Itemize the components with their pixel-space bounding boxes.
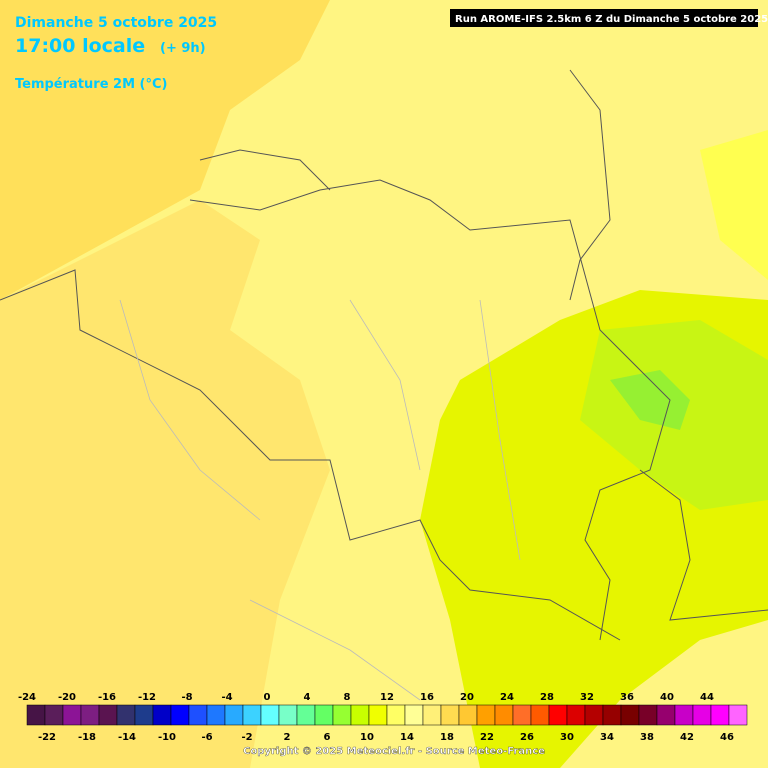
legend-swatch (278, 704, 298, 726)
legend-label: -8 (181, 692, 192, 703)
legend-label: 0 (264, 692, 271, 703)
legend-label: 12 (380, 692, 394, 703)
legend-swatch (602, 704, 622, 726)
legend-swatch (44, 704, 64, 726)
border (199, 69, 611, 301)
legend-swatch (134, 704, 154, 726)
legend-label: 6 (324, 732, 331, 743)
legend-label: 36 (620, 692, 634, 703)
legend-swatch (332, 704, 352, 726)
legend-label: 8 (344, 692, 351, 703)
legend-swatch (98, 704, 118, 726)
legend-swatch (638, 704, 658, 726)
legend-swatch (260, 704, 280, 726)
date: Dimanche 5 octobre 2025 (15, 15, 217, 31)
yellow-patch (700, 130, 768, 280)
legend-label: -6 (201, 732, 212, 743)
legend-label: 28 (540, 692, 554, 703)
legend-swatch (710, 704, 730, 726)
legend-swatch (368, 704, 388, 726)
legend-swatch (404, 704, 424, 726)
legend-label: 24 (500, 692, 514, 703)
legend-label: -10 (158, 732, 176, 743)
warm-zone (0, 200, 330, 768)
legend-swatch (728, 704, 748, 726)
offset: (+ 9h) (160, 41, 206, 56)
legend-swatch (242, 704, 262, 726)
legend-swatch (620, 704, 640, 726)
legend: -24-22-20-18-16-14-12-10-8-6-4-202468101… (18, 692, 748, 743)
legend-swatch (530, 704, 550, 726)
legend-label: 32 (580, 692, 594, 703)
legend-swatch (26, 704, 46, 726)
legend-swatch (170, 704, 190, 726)
legend-swatch (692, 704, 712, 726)
parameter: Température 2M (°C) (15, 77, 167, 92)
run-info: Run AROME-IFS 2.5km 6 Z du Dimanche 5 oc… (455, 14, 768, 25)
legend-label: 44 (700, 692, 714, 703)
legend-swatch (584, 704, 604, 726)
legend-label: 22 (480, 732, 494, 743)
legend-label: 38 (640, 732, 654, 743)
legend-label: 14 (400, 732, 414, 743)
legend-swatch (476, 704, 496, 726)
legend-label: 20 (460, 692, 474, 703)
legend-label: -20 (58, 692, 76, 703)
legend-swatch (188, 704, 208, 726)
legend-label: -14 (118, 732, 136, 743)
legend-label: -16 (98, 692, 116, 703)
legend-swatch (674, 704, 694, 726)
time: 17:00 locale (15, 35, 145, 57)
legend-label: 30 (560, 732, 574, 743)
legend-swatch (512, 704, 532, 726)
legend-swatch (62, 704, 82, 726)
legend-swatch (80, 704, 100, 726)
legend-swatch (224, 704, 244, 726)
legend-label: -18 (78, 732, 96, 743)
legend-label: -2 (241, 732, 252, 743)
green-core (610, 370, 690, 430)
legend-label: 2 (284, 732, 291, 743)
legend-label: 4 (304, 692, 311, 703)
legend-swatch (116, 704, 136, 726)
legend-swatch (206, 704, 226, 726)
legend-label: 26 (520, 732, 534, 743)
legend-label: -12 (138, 692, 156, 703)
copyright: Copyright © 2025 Meteociel.fr - Source M… (243, 746, 545, 757)
legend-swatch (494, 704, 514, 726)
legend-label: -4 (221, 692, 232, 703)
legend-label: 46 (720, 732, 734, 743)
legend-swatch (548, 704, 568, 726)
sea-area (0, 0, 330, 300)
legend-swatch (152, 704, 172, 726)
legend-swatch (314, 704, 334, 726)
legend-label: -22 (38, 732, 56, 743)
legend-swatch (656, 704, 676, 726)
run-box (450, 9, 758, 27)
legend-swatch (422, 704, 442, 726)
border (639, 469, 768, 621)
legend-label: 18 (440, 732, 454, 743)
legend-swatch (296, 704, 316, 726)
legend-swatch (458, 704, 478, 726)
legend-label: -24 (18, 692, 36, 703)
legend-swatch (440, 704, 460, 726)
legend-swatch (350, 704, 370, 726)
region-border (119, 299, 521, 701)
legend-label: 10 (360, 732, 374, 743)
legend-label: 16 (420, 692, 434, 703)
legend-swatch (386, 704, 406, 726)
legend-label: 42 (680, 732, 694, 743)
legend-label: 40 (660, 692, 674, 703)
legend-swatch (566, 704, 586, 726)
legend-label: 34 (600, 732, 614, 743)
border (189, 179, 671, 641)
border (0, 269, 621, 641)
